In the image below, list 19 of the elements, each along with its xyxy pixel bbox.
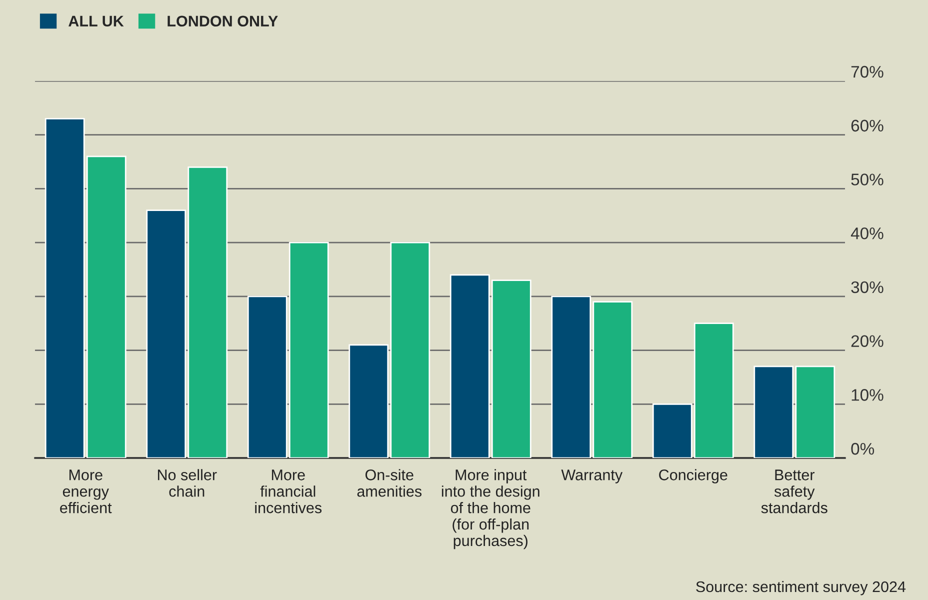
x-tick-label: More energy efficient [60,470,112,514]
y-tick-label: 70% [851,66,884,78]
x-tick-label: Warranty [561,470,623,484]
x-tick-label: On-site amenities [357,469,422,497]
y-tick-label: 20% [851,335,884,347]
x-tick-label: No seller chain [158,469,217,497]
source-note: Source: sentiment survey 2024 [696,580,906,596]
x-tick-label: Concierge [659,469,728,484]
x-tick-label: Better safety standards [761,470,828,514]
x-tick-label: More input into the design of the home (for off-plan purchases) [442,469,540,550]
x-tick-label: More financial incentives [255,470,322,514]
y-tick-label: 10% [852,389,884,401]
y-tick-label: 0% [851,442,874,455]
y-tick-label: 50% [851,174,884,186]
y-tick-label: 40% [850,227,884,240]
legend-label: ALL UK [68,16,124,27]
y-tick-label: 30% [851,281,884,294]
y-tick-label: 60% [851,120,884,132]
legend-label: LONDON ONLY [168,16,278,27]
